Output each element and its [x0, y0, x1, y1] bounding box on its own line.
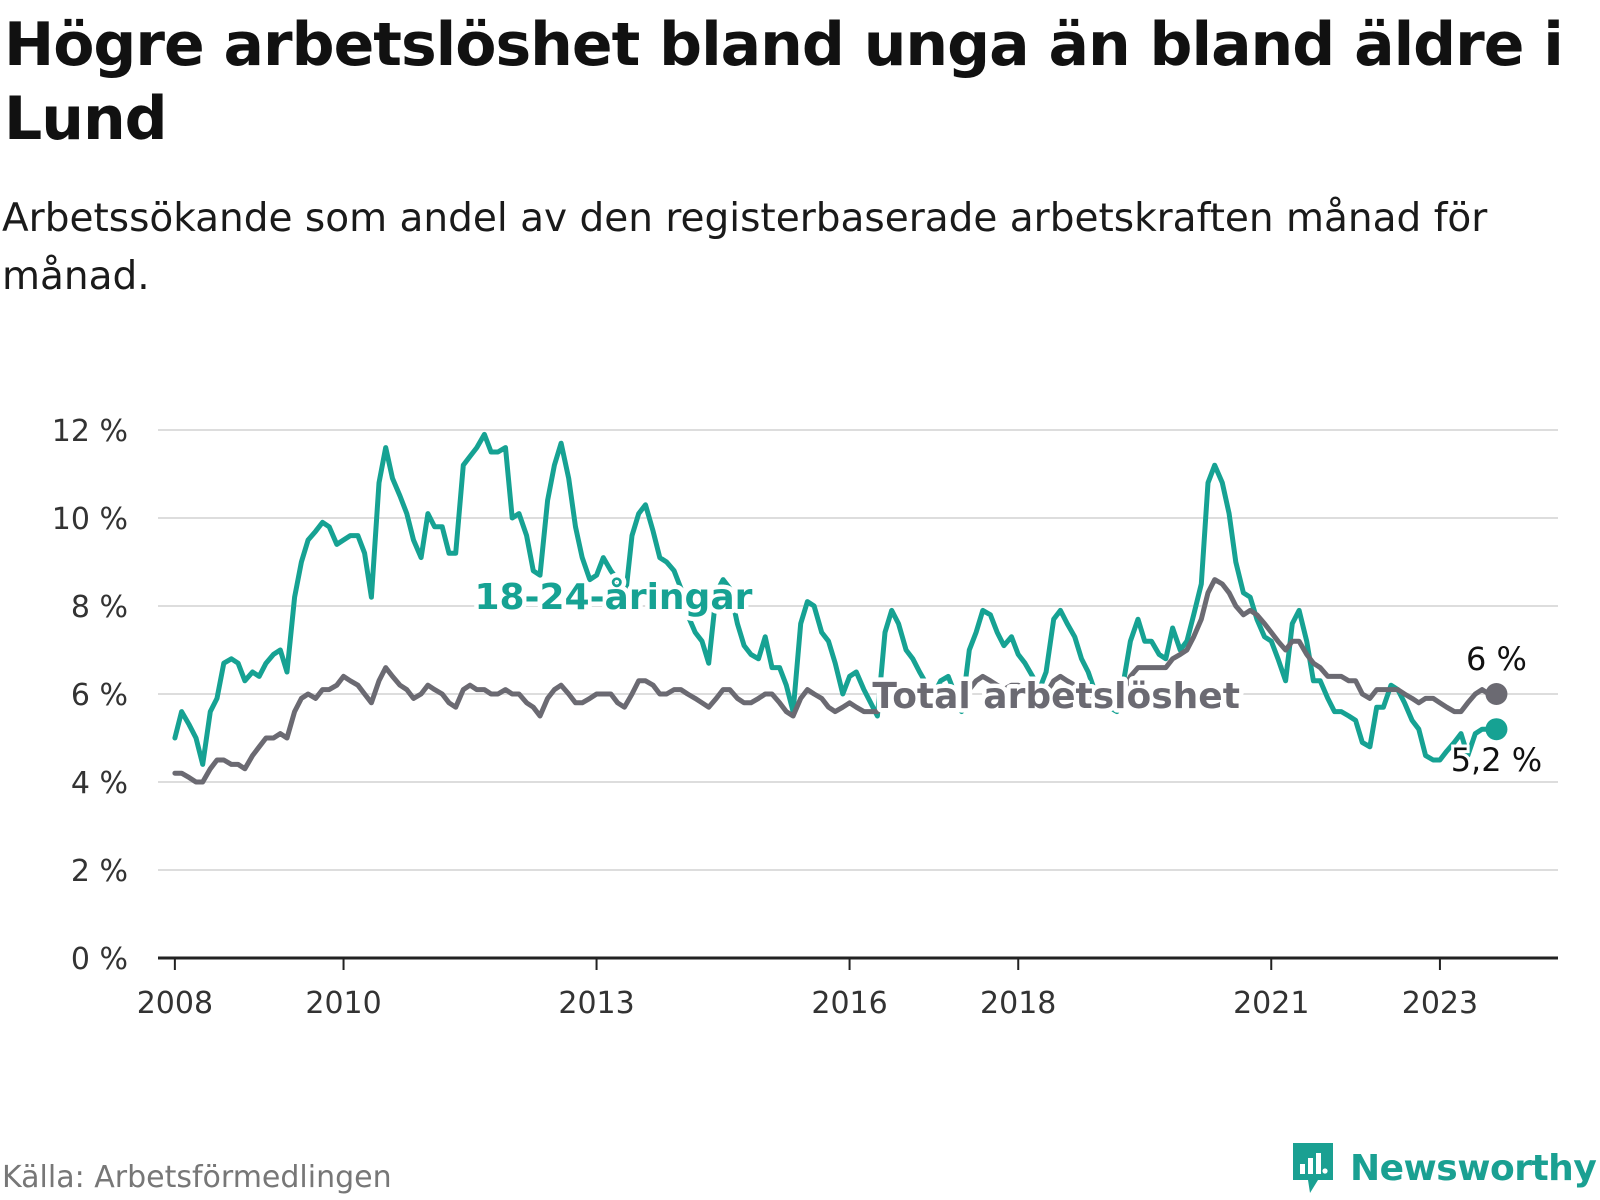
y-tick-label: 10 % [52, 502, 128, 537]
series-layer [172, 431, 1499, 785]
y-tick-label: 8 % [71, 590, 128, 625]
series-label-youth: 18-24-åringar [474, 577, 752, 618]
series-line-youth [172, 431, 1499, 767]
y-tick-label: 6 % [71, 678, 128, 713]
grid-layer [158, 429, 1558, 871]
y-tick-label: 2 % [71, 854, 128, 889]
series-line-total [172, 577, 1499, 785]
end-value-label-total: 6 % [1466, 640, 1527, 678]
chart-title: Högre arbetslöshet bland unga än bland ä… [4, 10, 1564, 154]
newsworthy-logo-icon [1293, 1143, 1333, 1193]
end-value-label-youth: 5,2 % [1451, 741, 1542, 779]
x-tick-label: 2018 [980, 986, 1056, 1021]
newsworthy-logo: Newsworthy [1290, 1140, 1597, 1196]
end-point-total [1485, 683, 1508, 705]
end-point-youth [1485, 718, 1508, 741]
x-tick-label: 2010 [305, 986, 381, 1021]
series-label-total: Total arbetslöshet [872, 676, 1240, 717]
x-tick-label: 2021 [1233, 986, 1309, 1021]
y-tick-label: 4 % [71, 766, 128, 801]
x-tick-label: 2023 [1402, 986, 1478, 1021]
x-tick-label: 2016 [811, 986, 887, 1021]
y-tick-label: 0 % [71, 942, 128, 977]
x-tick-label: 2013 [558, 986, 634, 1021]
source-note: Källa: Arbetsförmedlingen [2, 1160, 392, 1195]
x-tick-label: 2008 [137, 986, 213, 1021]
axis-layer: 0 % 2 % 4 % 6 % 8 % 10 % 12 % 2008 2010 2013 2016 2… [52, 414, 1558, 1021]
chart-subtitle: Arbetssökande som andel av den registerb… [2, 196, 1488, 299]
label-layer: 5,2 % 6 % 18-24-åringar Total arbetslöshet [470, 573, 1545, 783]
y-tick-label: 12 % [52, 414, 128, 449]
brand-name: Newsworthy [1350, 1147, 1597, 1189]
